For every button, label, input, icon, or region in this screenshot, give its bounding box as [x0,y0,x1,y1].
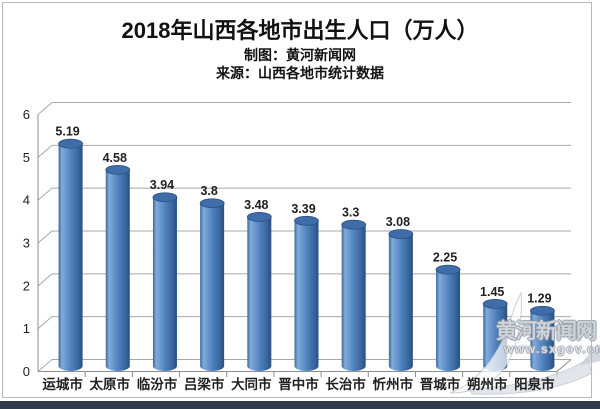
watermark: 黄河新闻网 www.sxgov.cn [420,285,600,403]
bar-top [105,164,131,175]
x-tick-label: 吕梁市 [184,376,225,392]
x-tick-label: 朔州市 [467,376,508,392]
bar-top [388,229,414,239]
value-label: 5.19 [55,125,79,139]
value-label: 3.3 [342,206,359,220]
bar-bottom [58,361,83,371]
bar [435,264,461,371]
watermark-swoosh-icon [449,291,600,395]
y-tick-label: 0 [23,364,30,379]
bar-top [294,215,319,226]
bar-bottom [530,361,555,371]
bar-bottom [200,361,225,371]
bar [341,219,367,371]
value-label: 1.45 [480,285,504,299]
bar-bottom [247,361,272,371]
bar-top [530,305,555,316]
bar-body [530,310,555,366]
bar-body [200,203,225,366]
bar-body [341,224,366,366]
bar [246,212,272,371]
gridline-depth-tick [37,359,53,372]
value-label: 3.48 [244,198,268,212]
x-tick-label: 晋中市 [278,376,319,392]
y-tick-label: 3 [23,236,30,251]
bottom-dark-strip [0,401,600,409]
bar-top [199,198,225,209]
bar-top [341,219,367,230]
watermark-site-name: 黄河新闻网 [496,320,597,343]
value-label: 2.25 [433,251,457,265]
value-label: 3.94 [150,178,174,192]
value-label: 3.39 [291,202,315,216]
bar-body [483,303,508,366]
x-tick-label: 运城市 [42,376,83,392]
gridline-depth-tick [37,230,53,244]
x-tick-label: 大同市 [231,376,272,392]
y-tick-label: 1 [23,321,30,336]
chart-credit-line: 制图：黄河新闻网 [244,47,356,63]
gridline-depth-tick [37,316,53,330]
bar-top [482,298,508,309]
gridline-depth-tick [37,187,53,201]
bar-body [58,143,83,366]
watermark-site-url: www.sxgov.cn [504,342,600,356]
bar-bottom [483,361,508,371]
bar-top [152,192,178,203]
bar [388,229,414,371]
x-tick-label: 太原市 [90,376,131,392]
x-tick-label: 阳泉市 [514,376,555,392]
bar-body [247,216,272,366]
chart-title: 2018年山西各地市出生人口（万人） [121,18,479,43]
y-tick-label: 5 [23,150,30,165]
grid-and-axes [37,102,572,377]
bar [530,305,555,371]
bar-body [388,234,413,366]
value-label: 4.58 [103,151,127,165]
x-tick-label: 长治市 [325,376,366,392]
bar [199,198,225,371]
bars-group [58,138,555,371]
bar-bottom [436,361,461,371]
gridline-depth-tick [37,144,53,158]
bar-body [152,197,177,366]
bar [294,215,319,371]
value-label: 1.29 [527,292,551,306]
gridline-depth-tick [37,273,53,287]
bar-top [58,138,83,149]
chart-source-line: 来源：山西各地市统计数据 [216,65,384,81]
bar-bottom [341,361,366,371]
bar [482,298,508,371]
x-tick-label: 晋城市 [420,376,461,392]
bar-body [436,269,461,366]
x-tick-label: 忻州市 [373,376,414,392]
bar [152,192,178,371]
y-tick-label: 4 [23,193,30,208]
y-tick-label: 6 [23,107,30,122]
gridline-depth-tick [37,102,53,115]
bar-top [435,264,461,275]
y-tick-label: 2 [23,278,30,293]
bar-bottom [152,361,177,371]
bar-body [105,169,130,366]
floor-right-depth-edge [556,359,572,372]
bar-body [294,220,319,366]
value-label: 3.8 [200,184,217,198]
bar-bottom [294,361,319,371]
value-label: 3.08 [386,215,410,229]
bar-bottom [388,361,413,371]
bar-top [246,212,272,222]
bar [58,138,83,371]
bar [105,164,131,371]
x-tick-label: 临汾市 [137,376,178,392]
bar-bottom [105,361,130,371]
